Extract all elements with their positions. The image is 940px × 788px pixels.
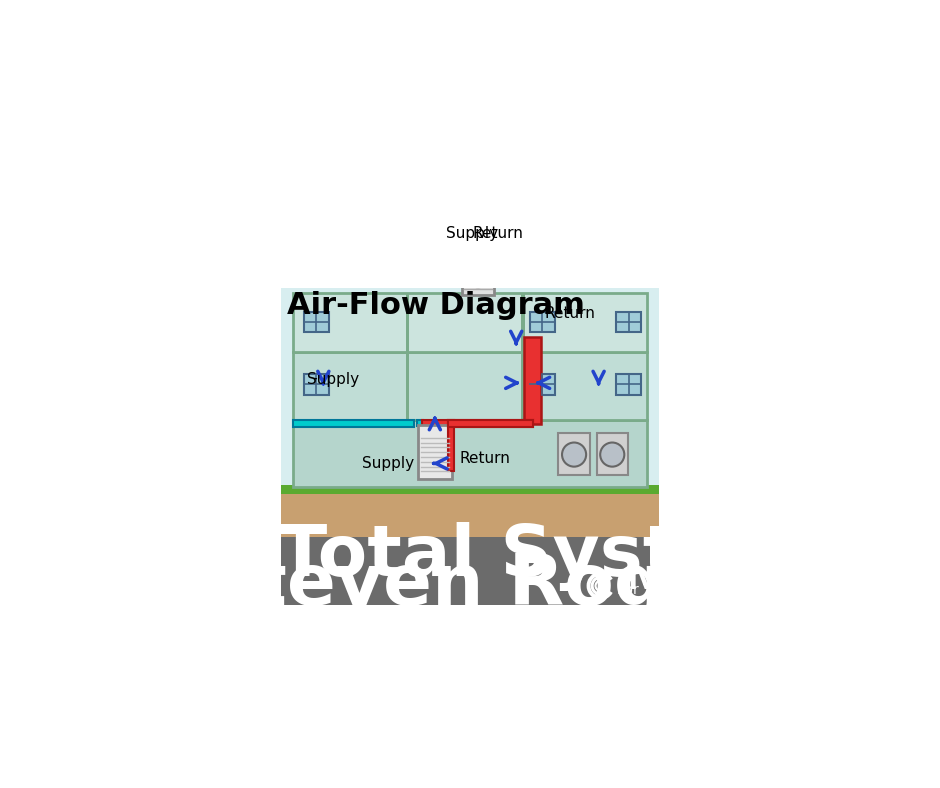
Bar xyxy=(406,352,409,421)
Bar xyxy=(281,288,659,537)
Bar xyxy=(597,433,628,475)
Bar xyxy=(304,311,329,333)
Circle shape xyxy=(601,443,624,466)
Bar xyxy=(530,311,555,333)
Bar xyxy=(281,537,659,605)
Circle shape xyxy=(562,443,587,466)
Polygon shape xyxy=(489,243,655,283)
Bar xyxy=(447,421,454,470)
Text: Supply: Supply xyxy=(446,226,498,241)
Bar xyxy=(422,421,533,427)
Bar xyxy=(281,486,659,537)
Bar xyxy=(293,292,647,352)
Text: w/ Steven Rogers: w/ Steven Rogers xyxy=(82,552,793,620)
Bar xyxy=(417,426,452,479)
Text: Measuring Total System Airflow: Measuring Total System Airflow xyxy=(0,521,940,591)
Text: Air-Flow Diagram: Air-Flow Diagram xyxy=(287,292,585,321)
Text: HVAC School: HVAC School xyxy=(617,571,795,594)
Text: Return: Return xyxy=(460,451,510,466)
Bar xyxy=(293,421,414,427)
Bar xyxy=(525,337,541,425)
Text: For Techs by Techs: For Techs by Techs xyxy=(617,583,744,597)
Bar xyxy=(417,421,423,426)
Text: Return: Return xyxy=(473,226,524,241)
Bar xyxy=(530,374,555,395)
Bar xyxy=(462,261,494,295)
Text: Return: Return xyxy=(544,306,595,321)
Text: Supply: Supply xyxy=(362,455,414,470)
Text: Supply: Supply xyxy=(307,372,359,387)
Bar xyxy=(522,352,525,421)
Bar xyxy=(281,485,659,494)
Bar xyxy=(406,292,409,352)
Bar xyxy=(522,292,525,352)
Bar xyxy=(558,433,589,475)
Bar xyxy=(447,421,533,427)
Bar xyxy=(293,352,647,421)
Bar xyxy=(617,374,641,395)
Circle shape xyxy=(468,268,488,287)
Bar xyxy=(617,311,641,333)
Polygon shape xyxy=(294,240,471,283)
Bar xyxy=(293,421,647,487)
Bar xyxy=(304,374,329,395)
